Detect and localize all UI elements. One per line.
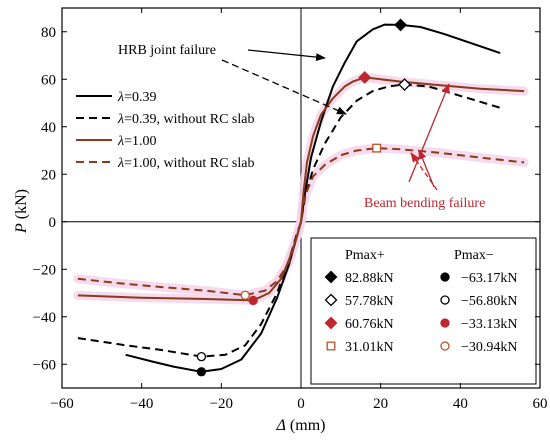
peak-table-frame [310, 237, 537, 385]
peak-markers-layer [196, 18, 411, 377]
y-tick-label: 60 [41, 72, 56, 88]
peak-marker-pos-3 [372, 143, 382, 153]
peak-marker-pos-1 [398, 78, 411, 91]
peak-table-marker-pos [324, 270, 338, 284]
legend-label-s3: λ=1.00, without RC slab [117, 156, 254, 171]
peak-table-marker-neg [440, 272, 450, 282]
peak-value-table: Pmax+ Pmax− 82.88kN −63.17kN 57.78kN −56.80… [310, 237, 537, 385]
x-tick-label: 20 [373, 396, 388, 412]
legend-label-s0: λ=0.39 [117, 90, 156, 105]
peak-table-marker-neg [440, 295, 450, 305]
y-tick-label: 20 [41, 167, 56, 183]
arrow-hrb-solid [247, 49, 326, 62]
peak-marker-pos-2 [358, 71, 372, 84]
y-tick-label: 40 [41, 120, 56, 136]
peak-marker-pos-0 [394, 18, 408, 32]
peak-table-value-neg: −33.13kN [461, 317, 518, 332]
y-tick-label: −40 [33, 310, 56, 326]
peak-marker-neg-1 [196, 351, 207, 362]
peak-table-marker-neg [440, 318, 450, 328]
peak-marker-neg-2 [248, 295, 258, 306]
legend-label-s1: λ=0.39, without RC slab [117, 112, 254, 127]
peak-table-value-pos: 60.76kN [345, 317, 394, 332]
peak-marker-neg-3 [240, 290, 250, 300]
peak-table-header-pos: Pmax+ [345, 248, 385, 263]
peak-table-value-neg: −56.80kN [461, 294, 518, 309]
peak-table-rows: 82.88kN −63.17kN 57.78kN −56.80kN 60.76kN −33… [324, 270, 518, 355]
legend: λ=0.39 λ=0.39, without RC slab λ=1.00 λ=… [76, 90, 254, 171]
x-tick-label: 40 [453, 396, 468, 412]
peak-table-value-pos: 82.88kN [345, 271, 394, 286]
peak-table-marker-pos [326, 341, 336, 351]
annotations-layer: HRB joint failure Beam bending failure [118, 43, 485, 211]
x-axis-title: Δ (mm) [276, 417, 326, 434]
legend-label-s2: λ=1.00 [117, 134, 156, 149]
y-axis-title: P (kN) [13, 189, 30, 234]
x-tick-label: 60 [533, 396, 548, 412]
peak-marker-neg-0 [196, 367, 207, 377]
y-tick-label: −60 [33, 357, 56, 373]
x-tick-label: −60 [50, 396, 73, 412]
arrow-beam-2 [418, 149, 435, 188]
x-tick-label: 0 [297, 396, 305, 412]
arrow-hrb-dashed [221, 59, 347, 115]
peak-table-value-neg: −30.94kN [461, 340, 518, 355]
x-tick-label: −20 [210, 396, 233, 412]
peak-table-marker-neg [440, 341, 450, 351]
annotation-beam-bending-failure: Beam bending failure [364, 196, 485, 211]
axes: P (kN) Δ (mm) −60 −40 −20 0 20 40 60 −60 −40 −20 0… [13, 7, 548, 434]
y-tick-label: 0 [49, 215, 57, 231]
peak-table-value-pos: 31.01kN [345, 340, 394, 355]
peak-table-value-neg: −63.17kN [461, 271, 518, 286]
y-tick-label: −20 [33, 262, 56, 278]
series-line-2 [77, 76, 525, 302]
y-tick-label: 80 [41, 25, 56, 41]
x-tick-label: −40 [130, 396, 153, 412]
series-line-3 [77, 147, 525, 297]
peak-table-marker-pos [324, 293, 338, 307]
peak-table-header-neg: Pmax− [454, 248, 494, 263]
peak-table-marker-pos [324, 316, 338, 330]
peak-table-value-pos: 57.78kN [345, 294, 394, 309]
annotation-hrb-joint-failure: HRB joint failure [118, 43, 216, 58]
arrow-beam-1 [408, 83, 450, 183]
